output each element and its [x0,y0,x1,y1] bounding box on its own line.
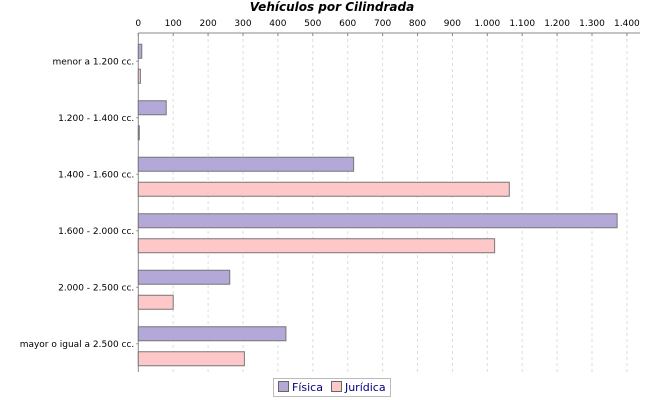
category-label: menor a 1.200 cc. [52,57,134,67]
bar-juridica [137,238,496,254]
category-label: mayor o igual a 2.500 cc. [20,340,135,350]
x-tick-label: 300 [234,19,251,29]
x-tick-label: 700 [374,19,391,29]
bar-fisica [137,326,287,342]
bar-juridica [137,181,510,197]
bar-juridica [137,68,141,84]
x-tick-label: 500 [304,19,321,29]
x-tick-label: 1.200 [544,19,570,29]
bar-juridica [137,294,174,310]
bar-fisica [137,156,355,172]
legend: Física Jurídica [273,378,391,397]
x-tick-label: 400 [269,19,286,29]
bar-juridica [137,351,245,367]
legend-label: Física [292,381,323,394]
x-tick-label: 1.100 [509,19,535,29]
bar-fisica [137,213,618,229]
x-tick-label: 200 [200,19,217,29]
x-tick-label: 800 [409,19,426,29]
x-tick-label: 900 [444,19,461,29]
chart-title: Vehículos por Cilindrada [249,0,415,14]
x-tick-label: 0 [135,19,141,29]
category-label: 1.600 - 2.000 cc. [58,227,134,237]
x-tick-label: 1.300 [579,19,605,29]
legend-item-fisica: Física [278,381,323,394]
legend-label: Jurídica [344,381,386,394]
x-tick-label: 100 [165,19,182,29]
legend-swatch [278,381,289,392]
bar-fisica [137,100,167,116]
x-tick-label: 1.000 [474,19,500,29]
bar-juridica [137,125,140,141]
x-tick-label: 600 [339,19,356,29]
legend-item-juridica: Jurídica [330,381,386,394]
category-label: 1.200 - 1.400 cc. [58,114,134,124]
x-tick-label: 1.400 [614,19,640,29]
bar-fisica [137,269,231,285]
legend-swatch [330,381,342,392]
category-label: 1.400 - 1.600 cc. [58,170,134,180]
category-label: 2.000 - 2.500 cc. [58,283,134,293]
bar-fisica [137,43,143,59]
